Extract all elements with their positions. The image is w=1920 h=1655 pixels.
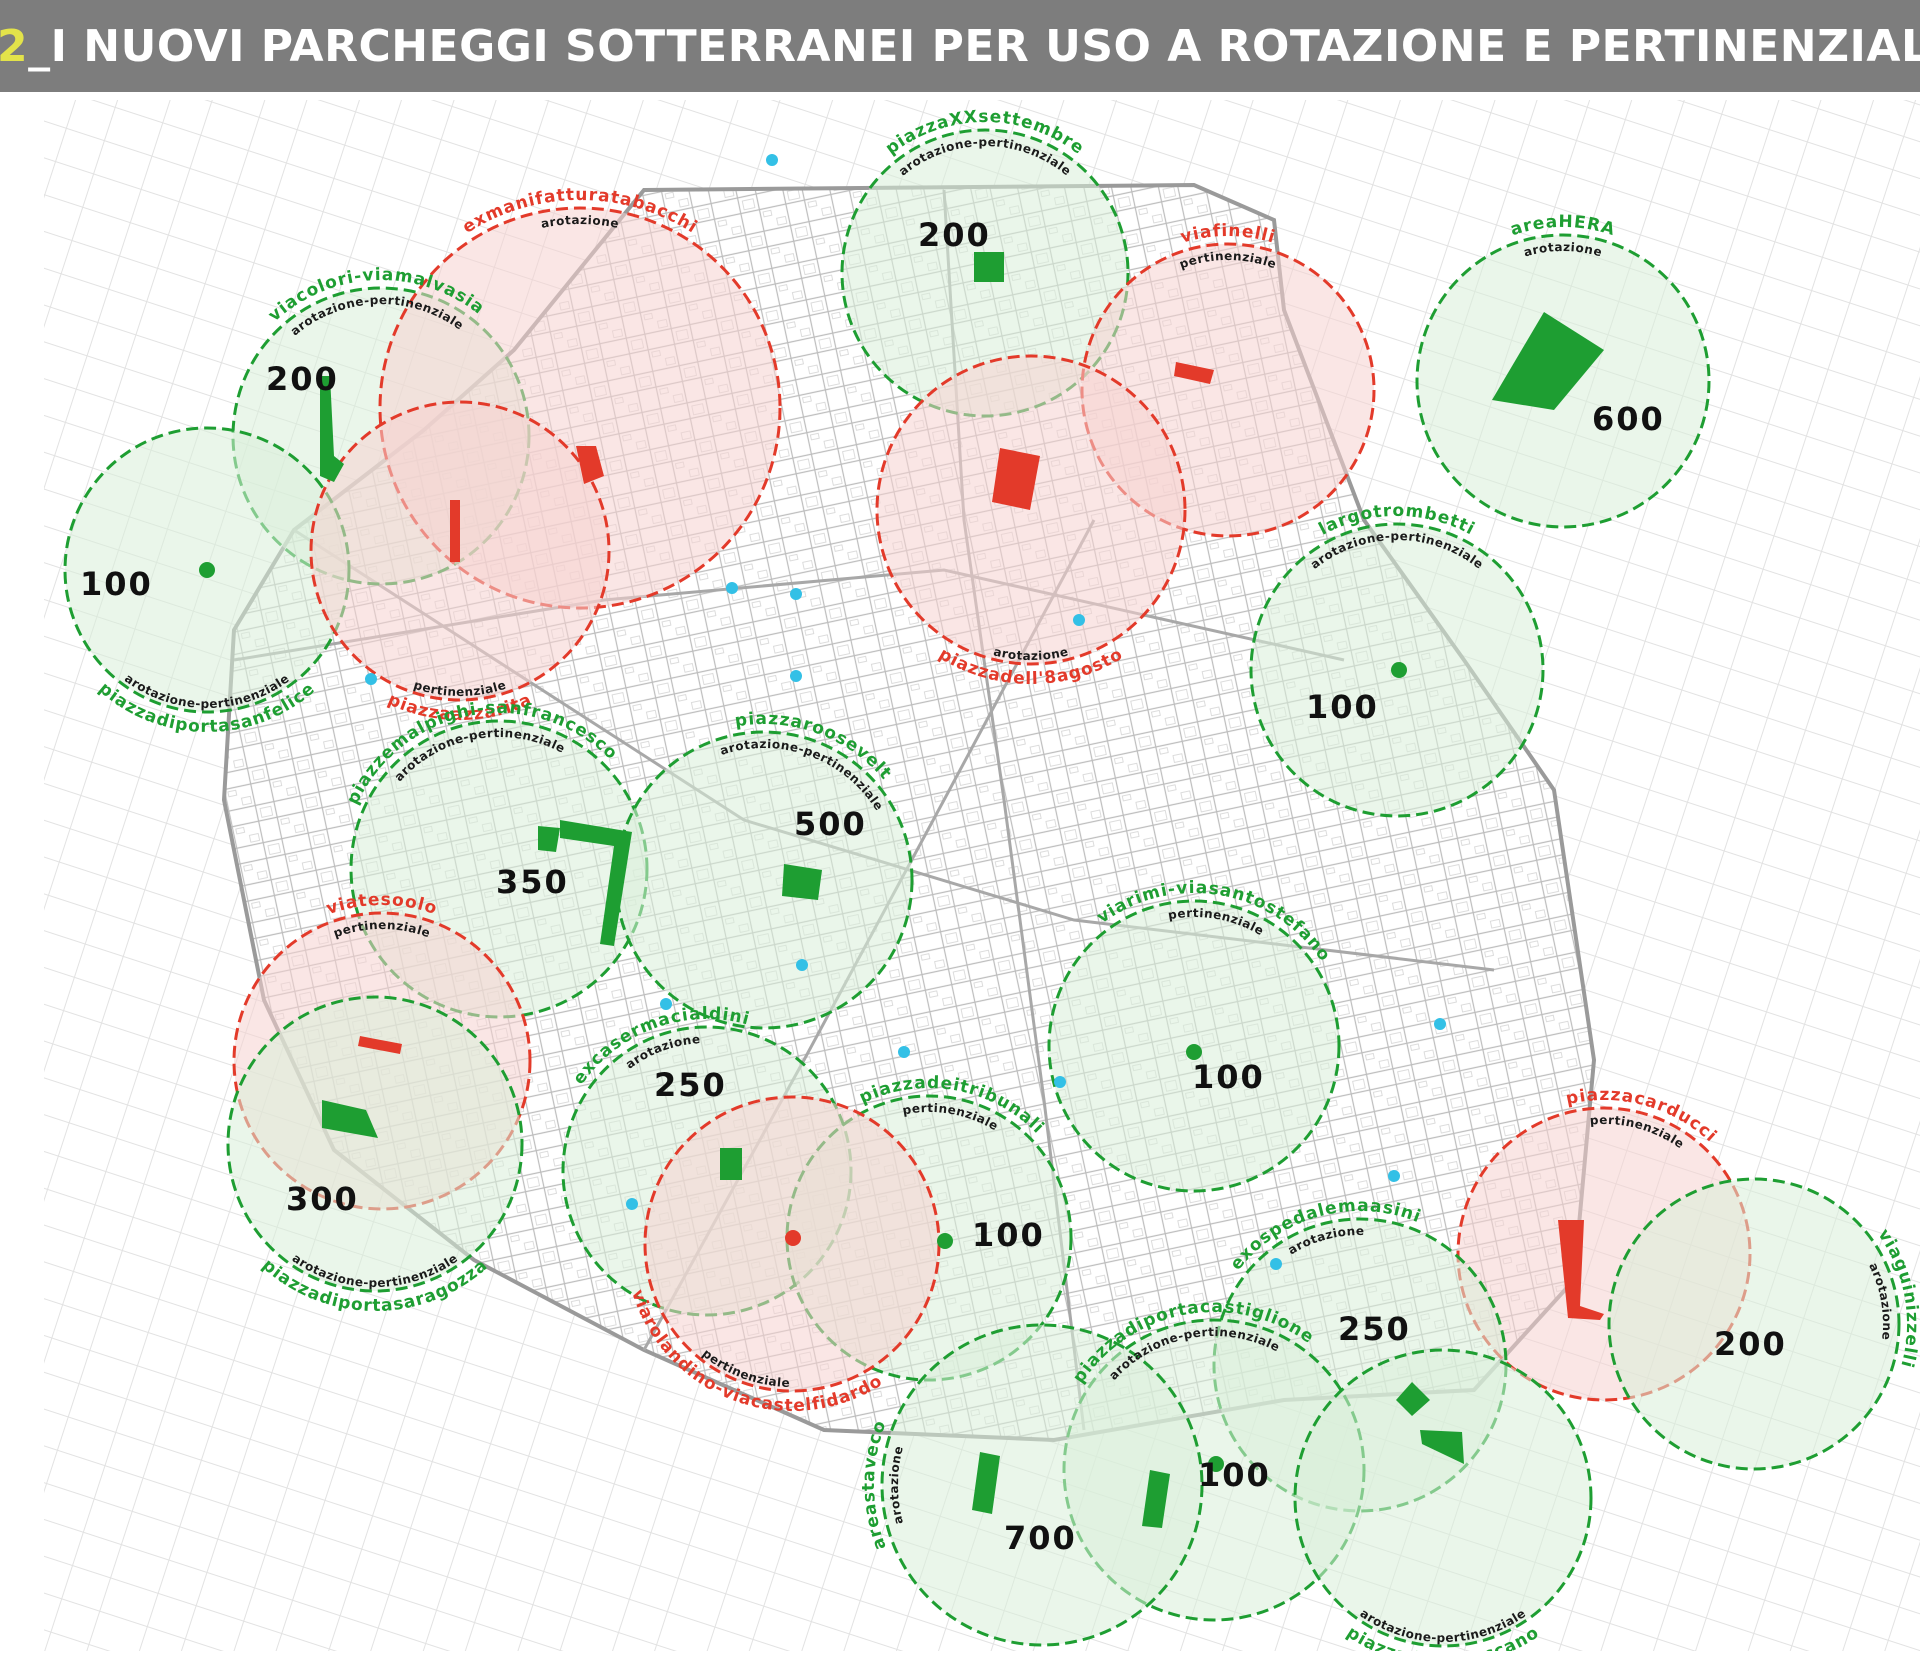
parking-footprint-piazzaXXsettembre xyxy=(974,252,1004,282)
parking-footprint-piazzadiportacastiglione xyxy=(1142,1470,1170,1528)
bus-stop-marker xyxy=(1434,1018,1446,1030)
capacity-label: 200 xyxy=(1714,1325,1787,1363)
parking-catchment-circles xyxy=(63,128,1901,1648)
site-usage-label: arotazione xyxy=(1522,240,1604,260)
capacity-label: 100 xyxy=(972,1216,1045,1254)
parking-footprint-viatesoolo xyxy=(358,1036,402,1054)
parking-footprint-piazzadiportasaragozza xyxy=(322,1100,378,1138)
bus-stop-marker xyxy=(790,670,802,682)
bus-stop-marker xyxy=(726,582,738,594)
capacity-label: 200 xyxy=(266,360,339,398)
parking-point-piazzadiportasanfelice xyxy=(199,562,215,578)
parking-footprint-areastaveco xyxy=(972,1452,1000,1514)
bus-stop-marker xyxy=(660,998,672,1010)
bus-stop-marker xyxy=(1073,614,1085,626)
parking-footprint-exmanifatturatabacchi xyxy=(450,500,460,562)
bus-stop-marker xyxy=(365,673,377,685)
parking-footprint-exospedalemaasini xyxy=(1420,1430,1464,1464)
capacity-label: 350 xyxy=(496,863,569,901)
site-usage-label: arotazione xyxy=(992,644,1070,663)
bus-stop-marker xyxy=(1054,1076,1066,1088)
capacity-label: 250 xyxy=(654,1066,727,1104)
site-usage-label: pertinenziale xyxy=(412,678,508,699)
site-usage-label: arotazione xyxy=(887,1444,906,1525)
capacity-label: 100 xyxy=(1198,1456,1271,1494)
catchment-circle-piazzadiportasaragozza xyxy=(226,995,524,1293)
parking-footprint-viacolori-viamalvasia xyxy=(320,376,344,482)
parking-point-largotrombetti xyxy=(1391,662,1407,678)
parking-building-footprints xyxy=(199,252,1604,1528)
parking-footprint-exospedalemaasini xyxy=(1396,1382,1430,1416)
parking-footprint-piazzadell'8agosto xyxy=(992,448,1040,510)
parking-footprint-piazzemalpighi-sanfrancesco xyxy=(560,820,632,946)
title-code: D2 xyxy=(0,20,29,72)
parking-point-piazzadeitribunali xyxy=(937,1233,953,1249)
catchment-circle-piazzaroosevelt xyxy=(614,730,914,1030)
bus-stop-marker xyxy=(790,588,802,600)
bus-stop-markers xyxy=(365,154,1446,1270)
capacity-label: 500 xyxy=(794,805,867,843)
catchment-circle-piazzadell'8agosto xyxy=(875,354,1187,666)
capacity-label: 100 xyxy=(1192,1058,1265,1096)
title-separator: _ xyxy=(28,20,51,72)
parking-footprint-piazzacarducci xyxy=(1558,1220,1604,1320)
parking-footprint-excasermacialdini xyxy=(720,1148,742,1180)
parking-footprint-piazzaroosevelt xyxy=(782,864,822,900)
map-area: piazzaXXsettembre arotazione-pertinenzial… xyxy=(44,100,1920,1655)
catchment-circle-piazzadelbaraccano xyxy=(1293,1348,1593,1648)
site-usage-label: arotazione xyxy=(540,213,621,231)
header-bar: D2_I NUOVI PARCHEGGI SOTTERRANEI PER USO… xyxy=(0,0,1920,92)
capacity-label: 300 xyxy=(286,1180,359,1218)
city-map: piazzaXXsettembrearotazione-pertinenzial… xyxy=(44,100,1920,1655)
parking-point-viarolandino-viacastelfidardo xyxy=(785,1230,801,1246)
capacity-label: 200 xyxy=(918,216,991,254)
parking-point-piazzadiportacastiglione xyxy=(1208,1456,1224,1472)
parking-point-viarimi-viasantostefano xyxy=(1186,1044,1202,1060)
capacity-label: 100 xyxy=(1306,688,1379,726)
capacity-label: 600 xyxy=(1592,400,1665,438)
parking-footprint-areaHERA xyxy=(1492,312,1604,410)
parking-footprint-exmanifatturatabacchi xyxy=(576,446,604,484)
parking-footprint-viafinelli xyxy=(1174,362,1214,384)
catchment-circle-areastaveco xyxy=(880,1323,1204,1647)
catchment-circle-viaguinizzelli xyxy=(1607,1177,1901,1471)
capacity-label: 250 xyxy=(1338,1310,1411,1348)
parking-footprint-piazzemalpighi-sanfrancesco xyxy=(538,826,560,852)
bus-stop-marker xyxy=(796,959,808,971)
capacity-label: 100 xyxy=(80,565,153,603)
bus-stop-marker xyxy=(766,154,778,166)
bus-stop-marker xyxy=(1270,1258,1282,1270)
bus-stop-marker xyxy=(1388,1170,1400,1182)
page-title: D2_I NUOVI PARCHEGGI SOTTERRANEI PER USO… xyxy=(0,21,1920,72)
bus-stop-marker xyxy=(626,1198,638,1210)
capacity-label: 700 xyxy=(1004,1519,1077,1557)
title-text: I NUOVI PARCHEGGI SOTTERRANEI PER USO A … xyxy=(50,20,1920,72)
bus-stop-marker xyxy=(898,1046,910,1058)
